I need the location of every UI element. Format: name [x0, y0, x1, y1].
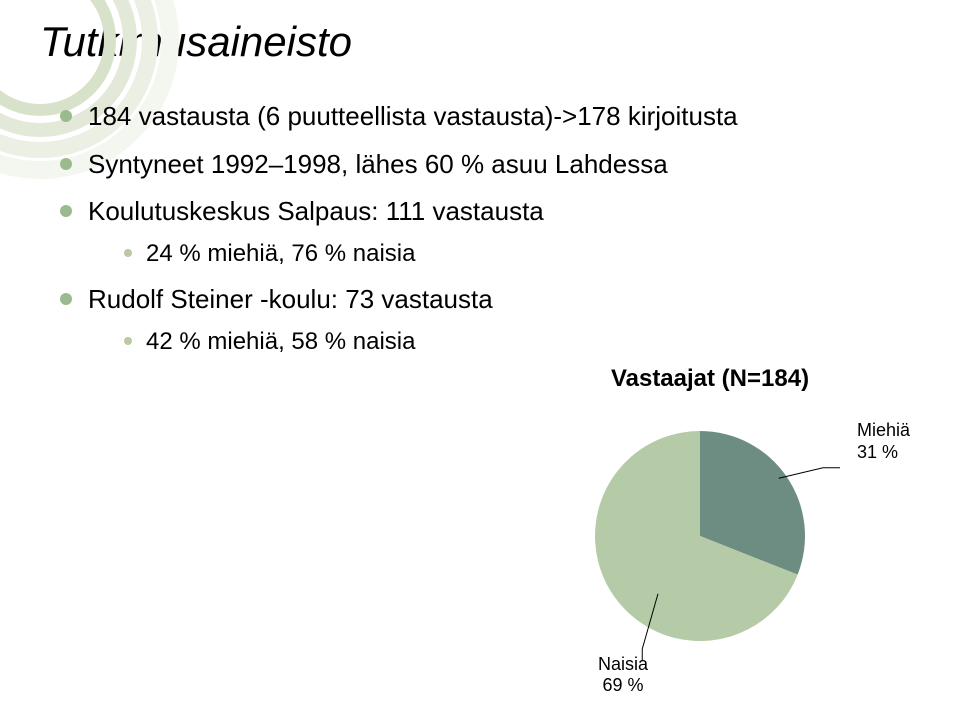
- bullet-item: Rudolf Steiner -koulu: 73 vastausta 42 %…: [60, 279, 920, 361]
- bullet-item: Koulutuskeskus Salpaus: 111 vastausta 24…: [60, 191, 920, 273]
- pie-svg: [580, 421, 840, 661]
- pie-chart: Vastaajat (N=184) Miehiä 31 % Naisia 69 …: [550, 365, 870, 661]
- slide: Tutkimusaineisto 184 vastausta (6 puutte…: [0, 0, 960, 716]
- pie-label-value: 31 %: [857, 442, 898, 462]
- pie-label-text: Miehiä: [857, 420, 910, 440]
- sub-list: 24 % miehiä, 76 % naisia: [88, 235, 920, 273]
- pie-title: Vastaajat (N=184): [550, 365, 870, 393]
- sub-list: 42 % miehiä, 58 % naisia: [88, 323, 920, 361]
- bullet-text: Rudolf Steiner -koulu: 73 vastausta: [88, 284, 493, 314]
- pie-label-text: Naisia: [598, 654, 648, 674]
- pie-label-naisia: Naisia 69 %: [598, 654, 648, 697]
- page-title: Tutkimusaineisto: [40, 18, 920, 66]
- bullet-text: Koulutuskeskus Salpaus: 111 vastausta: [88, 196, 544, 226]
- bullet-list: 184 vastausta (6 puutteellista vastausta…: [40, 96, 920, 361]
- bullet-item: 184 vastausta (6 puutteellista vastausta…: [60, 96, 920, 138]
- sub-item: 24 % miehiä, 76 % naisia: [124, 235, 920, 273]
- leader-line: [779, 468, 840, 479]
- pie-label-value: 69 %: [603, 675, 644, 695]
- bullet-item: Syntyneet 1992–1998, lähes 60 % asuu Lah…: [60, 144, 920, 186]
- pie-label-miehia: Miehiä 31 %: [857, 420, 910, 463]
- sub-item: 42 % miehiä, 58 % naisia: [124, 323, 920, 361]
